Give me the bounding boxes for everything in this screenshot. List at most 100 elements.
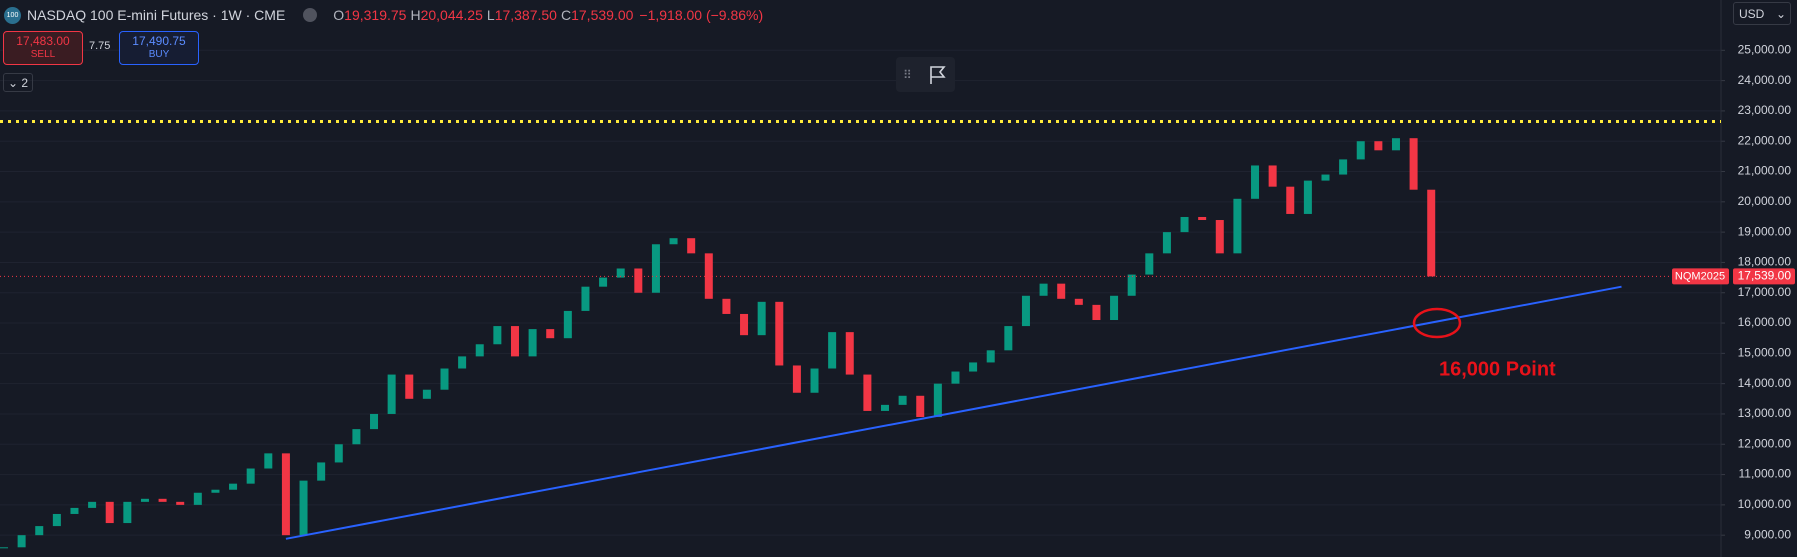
ohlc-value: 20,044.25 (420, 7, 483, 23)
candle (334, 444, 343, 463)
candle (651, 244, 660, 293)
y-tick-label: 9,000.00 (1744, 527, 1791, 541)
candle (1057, 283, 1066, 299)
y-tick-label: 25,000.00 (1738, 42, 1792, 56)
sell-button[interactable]: 17,483.00 SELL (3, 31, 83, 65)
candle (70, 507, 79, 514)
candle (951, 371, 960, 384)
collapse-button[interactable] (303, 8, 318, 22)
candle (1127, 274, 1136, 296)
candle (1004, 326, 1013, 351)
price-tag-label: 17,539.00 (1738, 269, 1792, 283)
candle (1145, 253, 1154, 275)
floating-toolbar: ⠿ (896, 57, 955, 92)
candle (1427, 189, 1436, 277)
candle (898, 395, 907, 405)
y-tick-label: 22,000.00 (1738, 133, 1792, 147)
candle (1039, 283, 1048, 296)
candle (1233, 198, 1242, 254)
candle (123, 501, 132, 524)
y-tick-label: 23,000.00 (1738, 103, 1792, 117)
candle (969, 362, 978, 372)
y-tick-label: 18,000.00 (1738, 255, 1792, 269)
ohlc-key: C (560, 7, 572, 23)
currency: USD (1739, 6, 1765, 21)
flag-icon[interactable] (926, 64, 948, 86)
candle (1021, 295, 1030, 327)
y-tick-label: 13,000.00 (1738, 406, 1792, 420)
candle (176, 501, 185, 505)
candle (1110, 295, 1119, 321)
candle (687, 238, 696, 254)
ohlc-key: L (486, 7, 495, 23)
candle (581, 286, 590, 311)
y-tick-label: 16,000.00 (1738, 315, 1792, 329)
candle (370, 413, 379, 430)
candle (881, 404, 889, 411)
logo: 100 (4, 6, 21, 24)
candle (264, 453, 273, 469)
price-tag (1733, 268, 1795, 285)
candle (1092, 304, 1101, 321)
y-tick-label: 21,000.00 (1738, 164, 1792, 178)
candle (211, 489, 220, 493)
candle (845, 332, 854, 375)
candle (281, 453, 290, 536)
candle (1339, 159, 1348, 175)
candle (1374, 141, 1383, 151)
ohlc-value: 17,387.50 (494, 7, 557, 23)
candle (546, 329, 555, 339)
currency-select[interactable]: USD ⌄ (1733, 2, 1791, 25)
ohlc-value: 19,319.75 (344, 7, 407, 23)
sell-price: 17,483.00 (16, 34, 70, 48)
trendline (285, 285, 1622, 540)
change: −1,918.00 (−9.86%) (639, 7, 764, 23)
candle (810, 368, 819, 393)
buy-button[interactable]: 17,490.75 BUY (119, 31, 199, 65)
candle (1162, 232, 1171, 254)
candle (52, 513, 61, 527)
candle (1286, 186, 1295, 214)
candle (775, 301, 784, 366)
candle (1215, 220, 1224, 254)
candle (158, 498, 167, 502)
candle (458, 356, 467, 369)
candle (299, 480, 308, 536)
candle (140, 498, 149, 502)
candle (986, 350, 995, 363)
spread: 7.75 (89, 40, 111, 52)
sell-label: SELL (30, 49, 56, 60)
candle (1356, 141, 1365, 160)
candle (792, 365, 801, 393)
candle (317, 462, 326, 481)
header: 100 NASDAQ 100 E-mini Futures · 1W · CME… (0, 4, 763, 26)
candle (634, 268, 643, 293)
candle (1268, 165, 1277, 187)
candle (933, 383, 942, 417)
symbol-tag (1672, 268, 1729, 285)
indicator-count: 2 (21, 75, 29, 90)
candle (405, 374, 414, 399)
candle (422, 389, 431, 399)
y-tick-label: 15,000.00 (1738, 346, 1792, 360)
candle (88, 501, 97, 508)
drag-handle[interactable]: ⠿ (903, 67, 912, 82)
ohlc: O19,319.75 H20,044.25 L17,387.50 C17,539.00 (329, 7, 633, 23)
candle (35, 526, 44, 536)
annotation-text: 16,000 Point (1439, 358, 1556, 380)
candle (863, 374, 872, 411)
candle (246, 468, 255, 484)
candle (740, 313, 749, 336)
candle (1074, 298, 1083, 305)
target-marker (1412, 307, 1462, 339)
buy-price: 17,490.75 (132, 34, 186, 48)
candle (493, 326, 502, 345)
candle (352, 429, 361, 445)
indicator-toggle[interactable]: ⌄ 2 (3, 73, 33, 92)
symbol-tag-label: NQM2025 (1675, 270, 1725, 282)
symbol-title[interactable]: NASDAQ 100 E-mini Futures · 1W · CME (27, 7, 286, 23)
ohlc-key: H (410, 7, 421, 23)
